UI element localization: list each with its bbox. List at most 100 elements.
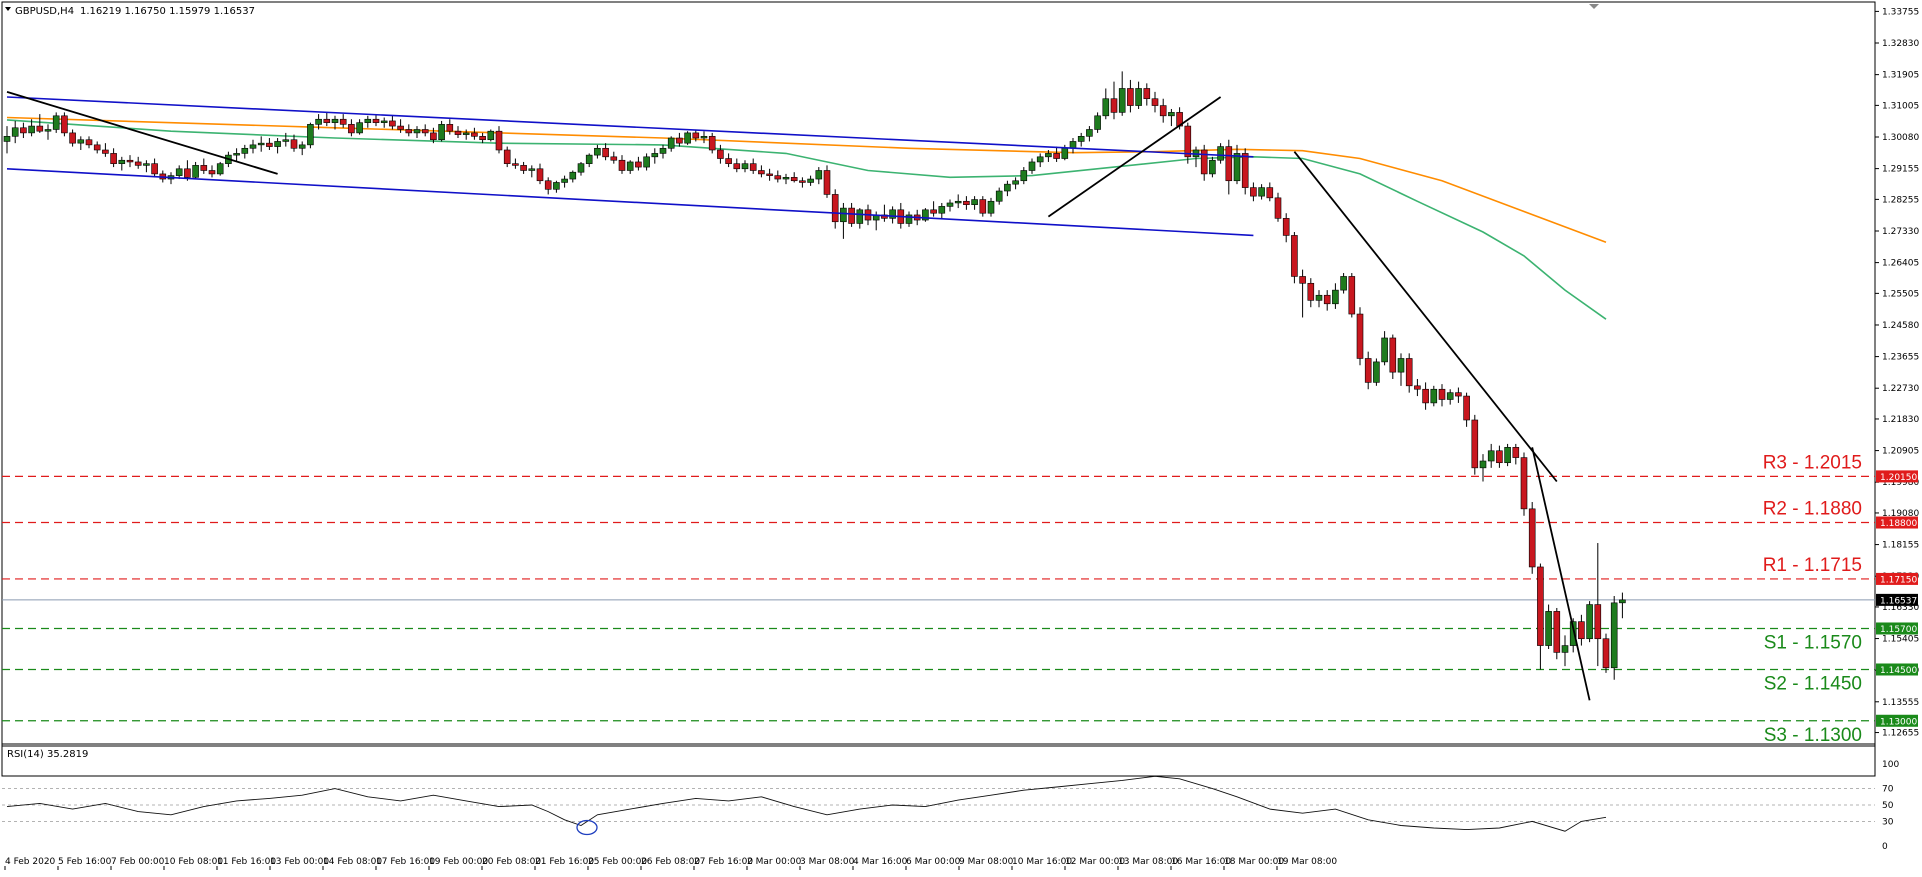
candle-body bbox=[192, 165, 199, 178]
candle-body bbox=[790, 177, 798, 182]
price-tick-label: 1.25505 bbox=[1882, 289, 1919, 299]
candle-body bbox=[831, 194, 839, 223]
time-tick-label: 3 Mar 08:00 bbox=[800, 857, 855, 867]
price-tick-label: 1.31905 bbox=[1882, 71, 1919, 81]
candle-body bbox=[544, 180, 552, 190]
trendline bbox=[1531, 447, 1591, 701]
candle-body bbox=[995, 190, 1003, 202]
time-tick-label: 21 Feb 16:00 bbox=[535, 857, 594, 867]
candle-body bbox=[1332, 289, 1339, 305]
candle-body bbox=[741, 163, 749, 170]
level-label-1.14500: S2 - 1.1450 bbox=[1764, 673, 1862, 694]
price-tick-label: 1.29155 bbox=[1882, 165, 1919, 175]
time-tick-label: 9 Mar 08:00 bbox=[959, 857, 1014, 867]
candle-body bbox=[553, 182, 560, 190]
candle-body bbox=[52, 115, 60, 130]
candle-body bbox=[938, 206, 946, 214]
time-tick-label: 11 Feb 16:00 bbox=[217, 857, 276, 867]
price-tick-label: 1.22730 bbox=[1882, 384, 1919, 394]
candle-body bbox=[635, 161, 642, 168]
candle-body bbox=[405, 129, 413, 134]
candle-body bbox=[28, 125, 35, 134]
candle-body bbox=[725, 158, 732, 164]
rsi-tick-label: 0 bbox=[1882, 842, 1888, 852]
time-tick-label: 13 Feb 00:00 bbox=[270, 857, 329, 867]
candle-body bbox=[134, 161, 142, 166]
candle-body bbox=[1282, 218, 1290, 236]
candle-body bbox=[1545, 611, 1552, 646]
candle-body bbox=[208, 170, 216, 175]
candle-body bbox=[389, 120, 396, 127]
candle-body bbox=[1397, 358, 1405, 373]
candle-body bbox=[528, 168, 536, 171]
candle-body bbox=[667, 137, 675, 149]
rsi-tick-label: 50 bbox=[1882, 801, 1894, 811]
candle-body bbox=[1258, 187, 1265, 197]
time-axis-layer: 4 Feb 2020 5 Feb 16:00 7 Feb 00:00 10 Feb 0… bbox=[4, 857, 1337, 870]
candle-body bbox=[241, 147, 249, 154]
drawn-lines-layer bbox=[6, 91, 1591, 701]
candle-body bbox=[536, 168, 544, 182]
candle-body bbox=[1094, 115, 1101, 130]
candle-body bbox=[766, 173, 773, 176]
candle-body bbox=[257, 142, 265, 146]
candle-body bbox=[1430, 388, 1438, 404]
candle-body bbox=[372, 118, 380, 123]
candle-body bbox=[1307, 282, 1315, 301]
rsi-oversold-marker bbox=[576, 819, 598, 836]
candle-body bbox=[200, 165, 208, 171]
time-tick-label: 16 Mar 16:00 bbox=[1171, 857, 1231, 867]
price-tag-bg bbox=[1876, 622, 1918, 635]
time-tick-label: 27 Feb 16:00 bbox=[694, 857, 753, 867]
candle-body bbox=[815, 170, 823, 180]
candle-body bbox=[749, 163, 757, 171]
candle-body bbox=[799, 180, 806, 183]
candle-body bbox=[413, 129, 421, 134]
candle-body bbox=[1209, 159, 1216, 175]
candle-body bbox=[1446, 392, 1454, 400]
current-price-tag: 1.16537 bbox=[1880, 596, 1917, 606]
candles-layer bbox=[3, 71, 1626, 680]
candle-body bbox=[1405, 358, 1413, 387]
candle-body bbox=[1373, 361, 1380, 383]
main-panel-frame bbox=[1, 1, 1876, 777]
candle-body bbox=[1233, 153, 1241, 182]
price-tick-label: 1.15405 bbox=[1882, 635, 1919, 645]
rsi-label: RSI(14) 35.2819 bbox=[7, 749, 88, 760]
rsi-tick-label: 30 bbox=[1882, 817, 1894, 827]
candle-body bbox=[298, 144, 306, 149]
candle-body bbox=[102, 149, 109, 154]
candle-body bbox=[216, 163, 224, 175]
candle-body bbox=[922, 209, 929, 221]
candle-body bbox=[151, 163, 158, 175]
candle-body bbox=[1110, 98, 1118, 113]
channel-upper-line bbox=[6, 96, 1254, 158]
rsi-line bbox=[6, 775, 1607, 832]
candle-body bbox=[1578, 621, 1585, 640]
candle-body bbox=[1020, 170, 1028, 182]
candle-body bbox=[282, 139, 290, 142]
price-tick-label: 1.12655 bbox=[1882, 729, 1919, 739]
candle-body bbox=[1512, 447, 1520, 458]
level-label-1.13000: S3 - 1.1300 bbox=[1764, 725, 1862, 746]
candle-body bbox=[454, 130, 462, 135]
time-tick-label: 17 Feb 16:00 bbox=[376, 857, 435, 867]
price-tag-1.18800: 1.18800 bbox=[1880, 519, 1917, 529]
candle-body bbox=[266, 142, 273, 147]
candle-body bbox=[503, 149, 511, 164]
candle-body bbox=[692, 132, 700, 139]
price-tick-label: 1.16330 bbox=[1882, 603, 1919, 613]
candle-body bbox=[315, 118, 322, 125]
candle-body bbox=[651, 153, 659, 158]
candle-body bbox=[774, 175, 782, 180]
candle-body bbox=[1602, 638, 1610, 669]
candle-body bbox=[807, 178, 814, 183]
rsi-tick-label: 70 bbox=[1882, 785, 1894, 795]
candle-body bbox=[1036, 156, 1044, 163]
price-tick-label: 1.23655 bbox=[1882, 353, 1919, 363]
collapse-arrow-icon[interactable] bbox=[5, 7, 11, 11]
trendline bbox=[1047, 96, 1222, 218]
candle-body bbox=[1315, 294, 1323, 301]
candle-body bbox=[249, 144, 257, 149]
candle-body bbox=[331, 118, 339, 123]
